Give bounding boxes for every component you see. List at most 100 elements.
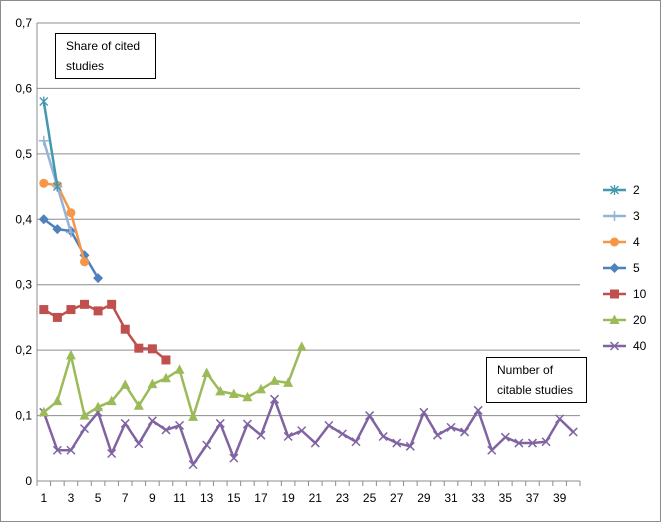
x-tick-label: 33 [472,491,486,505]
series-40-point [405,441,415,451]
series-20-point [269,375,280,385]
series-40-point [161,425,171,435]
x-tick-label: 11 [173,491,186,505]
series-40-point [460,427,470,437]
series-20-point [160,372,171,383]
series-layer [38,96,578,470]
y-tick-label: 0,7 [15,16,32,30]
series-40-point [147,416,157,426]
series-40-point [134,439,144,449]
legend-label: 10 [633,287,647,301]
legend-label: 40 [633,339,647,353]
series-40-point [555,414,565,424]
legend-item-4: 4 [603,235,640,249]
series-20-point [242,391,253,402]
series-20-point [38,406,49,417]
legend-swatch-marker [610,237,619,247]
series-10-point [120,324,130,334]
series-40-point [66,445,76,455]
series-40-point [188,460,198,470]
series-2-point [39,96,49,107]
x-tick-label: 9 [149,491,156,505]
series-5-point [52,224,63,235]
series-20-point [255,383,266,394]
legend-label: 4 [633,235,640,249]
x-tick-label: 29 [417,491,431,505]
series-10-point [66,305,76,315]
series-40 [39,394,578,470]
series-40-point [351,437,361,447]
series-20-point [120,379,131,389]
legend-label: 3 [633,209,640,223]
legend-label: 2 [633,183,640,197]
legend-item-20: 20 [603,313,647,327]
series-40-point [107,448,117,459]
series-40-point [432,430,442,440]
series-40-point [256,430,266,440]
series-20-point [52,395,63,406]
series-40-point [120,418,130,428]
y-tick-label: 0 [25,474,32,488]
x-axis-annotation: Number of citable studies [486,357,587,403]
series-10-point [107,299,117,309]
series-40-point [79,424,90,434]
series-40-point [270,394,280,404]
y-annotation-line-2: studies [66,59,105,73]
series-40-line [42,397,575,466]
x-tick-label: 35 [499,491,513,505]
series-40-point [500,432,510,442]
series-2-line [42,101,59,187]
series-4 [39,178,90,267]
series-10-line [43,303,167,361]
series-40-point [378,431,388,442]
legend-swatch-marker [609,211,620,221]
series-40-point [514,438,524,448]
series-40-point [297,426,307,436]
x-tick-label: 27 [390,491,404,505]
legend-swatch-marker [609,314,620,324]
series-10-point [52,312,62,322]
legend-label: 20 [633,313,647,327]
legend-item-2: 2 [603,183,640,197]
series-10-point [134,343,144,353]
series-40-point [337,429,347,439]
series-40-point [242,419,252,429]
x-tick-label: 7 [122,491,129,505]
x-annotation-line-1: Number of [497,363,554,377]
legend-swatch-marker [610,289,619,299]
x-tick-label: 17 [254,491,268,505]
series-20-point [147,378,158,389]
series-40-point [215,418,225,428]
x-tick-label: 5 [95,491,102,505]
series-20-point [133,400,144,410]
legend-item-10: 10 [603,287,647,301]
gridlines [37,22,580,417]
series-40-point [202,440,212,450]
y-tick-label: 0,5 [15,147,32,161]
series-4-point [39,178,49,188]
x-tick-label: 25 [363,491,377,505]
series-4-point [66,208,76,218]
series-40-point [229,453,239,463]
legend: 2 3 4 5 10 20 40 [603,183,647,353]
legend-swatch-marker [609,263,620,273]
series-40-point [487,445,497,455]
legend-swatch-marker [610,185,619,195]
series-40-point [283,431,293,442]
series-10 [39,299,171,365]
x-tick-label: 31 [444,491,458,505]
x-tick-label: 13 [200,491,214,505]
x-tick-label: 37 [526,491,540,505]
series-10-point [161,355,171,365]
series-5-point [38,214,49,225]
series-4-line [43,182,86,263]
series-20-point [79,410,90,420]
series-20-point [106,395,117,406]
series-40-point [392,438,402,448]
series-5-point [93,273,104,284]
y-axis-annotation: Share of cited studies [55,33,156,79]
y-tick-label: 0,2 [15,343,32,357]
y-tick-label: 0,4 [15,212,32,226]
series-2-point [52,181,62,192]
